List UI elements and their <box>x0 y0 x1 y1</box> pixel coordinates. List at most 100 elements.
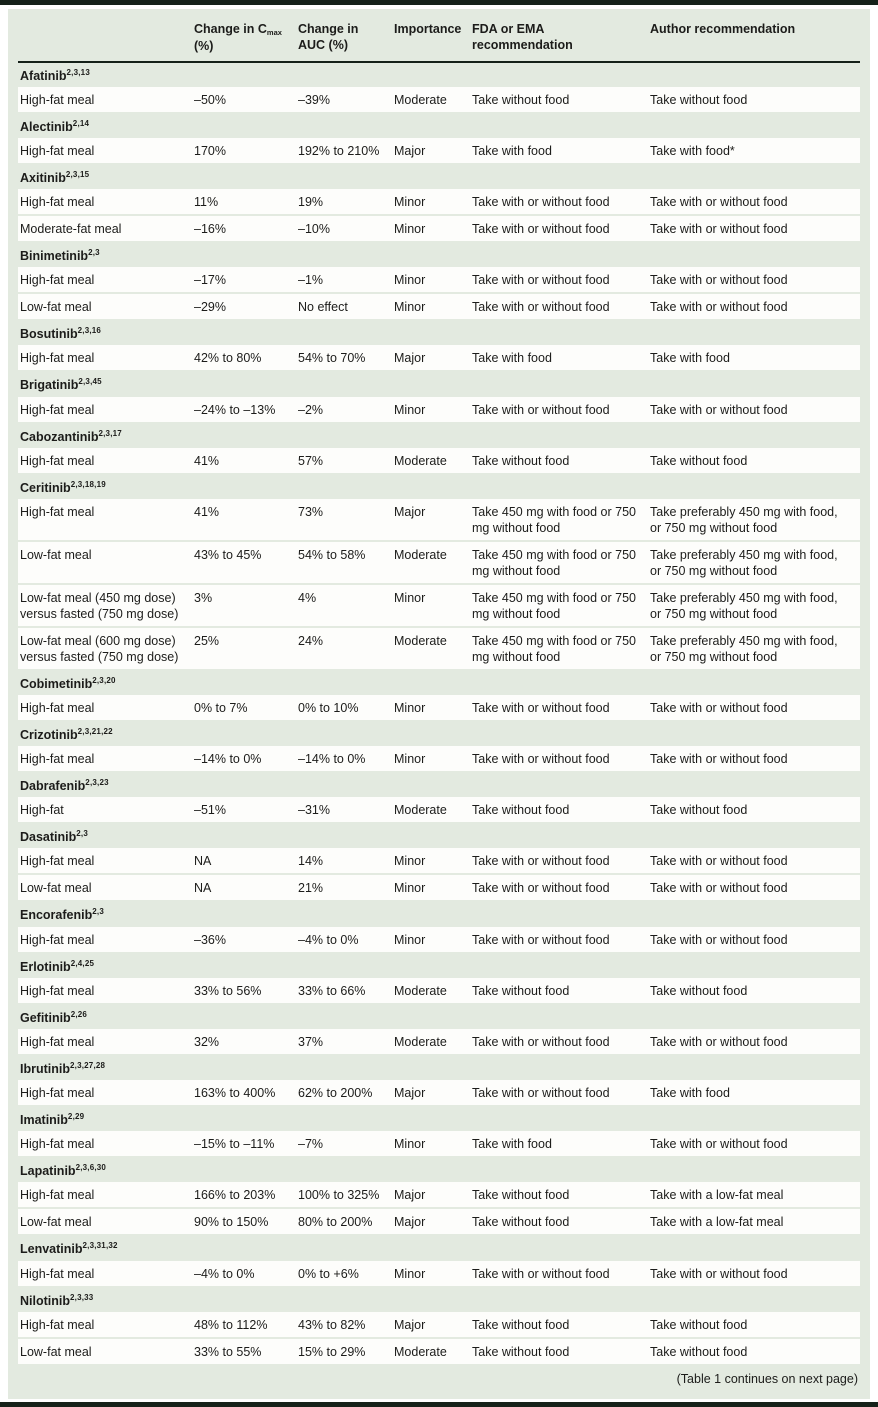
importance-cell: Minor <box>394 396 472 424</box>
drug-group-row: Nilotinib2,3,33 <box>18 1288 860 1312</box>
cmax-change-cell: 25% <box>194 627 298 671</box>
drug-name: Dasatinib2,3 <box>20 829 88 845</box>
meal-condition-cell: High-fat meal <box>18 1182 194 1210</box>
meal-condition-cell: High-fat meal <box>18 1260 194 1288</box>
table-row: High-fat meal –15% to –11% –7% Minor Take wi… <box>18 1131 860 1159</box>
reference-superscript: 2,3,16 <box>77 326 102 336</box>
cmax-change-cell: 3% <box>194 584 298 628</box>
table-row: High-fat meal –50% –39% Moderate Take withou… <box>18 86 860 114</box>
cmax-change-cell: –4% to 0% <box>194 1260 298 1288</box>
drug-group-row: Binimetinib2,3 <box>18 243 860 267</box>
auc-change-cell: 73% <box>298 498 394 542</box>
meal-condition-cell: Moderate-fat meal <box>18 216 194 244</box>
drug-name: Ibrutinib2,3,27,28 <box>20 1060 106 1077</box>
cmax-change-cell: 33% to 56% <box>194 977 298 1005</box>
table-row: High-fat meal 41% 57% Moderate Take without … <box>18 447 860 475</box>
author-recommendation-cell: Take with or without food <box>650 396 860 424</box>
author-recommendation-cell: Take without food <box>650 977 860 1005</box>
fda-ema-recommendation-cell: Take 450 mg with food or 750 mg without … <box>472 541 650 585</box>
drug-group-row: Cabozantinib2,3,17 <box>18 424 860 448</box>
table-row: High-fat meal 0% to 7% 0% to 10% Minor Take … <box>18 695 860 722</box>
fda-ema-recommendation-cell: Take without food <box>472 797 650 825</box>
fda-ema-recommendation-cell: Take with or without food <box>472 1080 650 1108</box>
cmax-change-cell: 41% <box>194 447 298 475</box>
meal-condition-cell: High-fat meal <box>18 86 194 114</box>
table-row: High-fat meal –4% to 0% 0% to +6% Minor Take… <box>18 1260 860 1288</box>
col-header-auc: Change in AUC (%) <box>298 11 394 63</box>
meal-condition-cell: High-fat meal <box>18 345 194 373</box>
auc-change-cell: 54% to 70% <box>298 345 394 373</box>
reference-superscript: 2,3 <box>88 248 100 258</box>
meal-condition-cell: Low-fat meal <box>18 294 194 322</box>
reference-superscript: 2,26 <box>70 1009 88 1019</box>
author-recommendation-cell: Take without food <box>650 1338 860 1366</box>
auc-change-cell: 21% <box>298 875 394 903</box>
table-row: High-fat meal 48% to 112% 43% to 82% Major T… <box>18 1311 860 1339</box>
fda-ema-recommendation-cell: Take with or without food <box>472 1028 650 1056</box>
drug-name: Alectinib2,14 <box>20 118 90 134</box>
auc-change-cell: –7% <box>298 1131 394 1159</box>
drug-group-row: Brigatinib2,3,45 <box>18 372 860 396</box>
fda-ema-recommendation-cell: Take without food <box>472 1209 650 1237</box>
table-row: Low-fat meal (450 mg dose) versus fasted… <box>18 584 860 628</box>
auc-change-cell: –39% <box>298 86 394 114</box>
cmax-change-cell: 163% to 400% <box>194 1080 298 1108</box>
table-row: Low-fat meal (600 mg dose) versus fasted… <box>18 627 860 671</box>
meal-condition-cell: High-fat meal <box>18 498 194 542</box>
auc-change-cell: –2% <box>298 396 394 424</box>
auc-change-cell: 37% <box>298 1028 394 1056</box>
fda-ema-recommendation-cell: Take 450 mg with food or 750 mg without … <box>472 498 650 542</box>
importance-cell: Moderate <box>394 977 472 1005</box>
auc-change-cell: 33% to 66% <box>298 977 394 1005</box>
meal-condition-cell: High-fat meal <box>18 447 194 475</box>
table-header-row: Change in Cmax (%) Change in AUC (%) Impor… <box>18 11 860 63</box>
table-row: Low-fat meal NA 21% Minor Take with or witho… <box>18 875 860 903</box>
auc-change-cell: –14% to 0% <box>298 746 394 774</box>
table-row: High-fat meal 41% 73% Major Take 450 mg with… <box>18 498 860 542</box>
cmax-change-cell: –29% <box>194 294 298 322</box>
fda-ema-recommendation-cell: Take without food <box>472 1311 650 1339</box>
meal-condition-cell: High-fat meal <box>18 137 194 165</box>
auc-change-cell: 100% to 325% <box>298 1182 394 1210</box>
importance-cell: Major <box>394 1209 472 1237</box>
fda-ema-recommendation-cell: Take without food <box>472 1338 650 1366</box>
cmax-change-cell: NA <box>194 875 298 903</box>
author-recommendation-cell: Take with or without food <box>650 1028 860 1056</box>
table-row: High-fat meal –14% to 0% –14% to 0% Minor Ta… <box>18 746 860 774</box>
fda-ema-recommendation-cell: Take without food <box>472 977 650 1005</box>
fda-ema-recommendation-cell: Take with or without food <box>472 746 650 774</box>
col-header-cmax: Change in Cmax (%) <box>194 11 298 63</box>
meal-condition-cell: High-fat meal <box>18 396 194 424</box>
auc-change-cell: –10% <box>298 216 394 244</box>
fda-ema-recommendation-cell: Take with or without food <box>472 267 650 295</box>
drug-group-row: Dabrafenib2,3,23 <box>18 773 860 797</box>
importance-cell: Minor <box>394 695 472 722</box>
drug-name: Afatinib2,3,13 <box>20 67 90 83</box>
auc-change-cell: 19% <box>298 189 394 217</box>
reference-superscript: 2,3,15 <box>65 169 90 179</box>
drug-group-row: Afatinib2,3,13 <box>18 63 860 87</box>
fda-ema-recommendation-cell: Take with food <box>472 1131 650 1159</box>
drug-group-row: Bosutinib2,3,16 <box>18 321 860 345</box>
meal-condition-cell: High-fat meal <box>18 977 194 1005</box>
fda-ema-recommendation-cell: Take with or without food <box>472 294 650 322</box>
table-row: High-fat meal 166% to 203% 100% to 325% Maj… <box>18 1182 860 1210</box>
col-header-fda: FDA or EMA recommendation <box>472 11 650 63</box>
importance-cell: Moderate <box>394 541 472 585</box>
meal-condition-cell: High-fat meal <box>18 189 194 217</box>
cmax-change-cell: –36% <box>194 926 298 954</box>
cmax-change-cell: –17% <box>194 267 298 295</box>
drug-name: Encorafenib2,3 <box>20 907 104 923</box>
drug-name: Imatinib2,29 <box>20 1112 85 1128</box>
fda-ema-recommendation-cell: Take without food <box>472 86 650 114</box>
auc-change-cell: 0% to +6% <box>298 1260 394 1288</box>
meal-condition-cell: Low-fat meal <box>18 1209 194 1237</box>
cmax-change-cell: 11% <box>194 189 298 217</box>
auc-change-cell: No effect <box>298 294 394 322</box>
fda-ema-recommendation-cell: Take without food <box>472 1182 650 1210</box>
fda-ema-recommendation-cell: Take with or without food <box>472 1260 650 1288</box>
reference-superscript: 2,3,6,30 <box>75 1163 107 1173</box>
table-row: High-fat meal 11% 19% Minor Take with or wit… <box>18 189 860 217</box>
author-recommendation-cell: Take preferably 450 mg with food, or 750… <box>650 584 860 628</box>
table-row: High-fat meal 33% to 56% 33% to 66% Moderat… <box>18 977 860 1005</box>
